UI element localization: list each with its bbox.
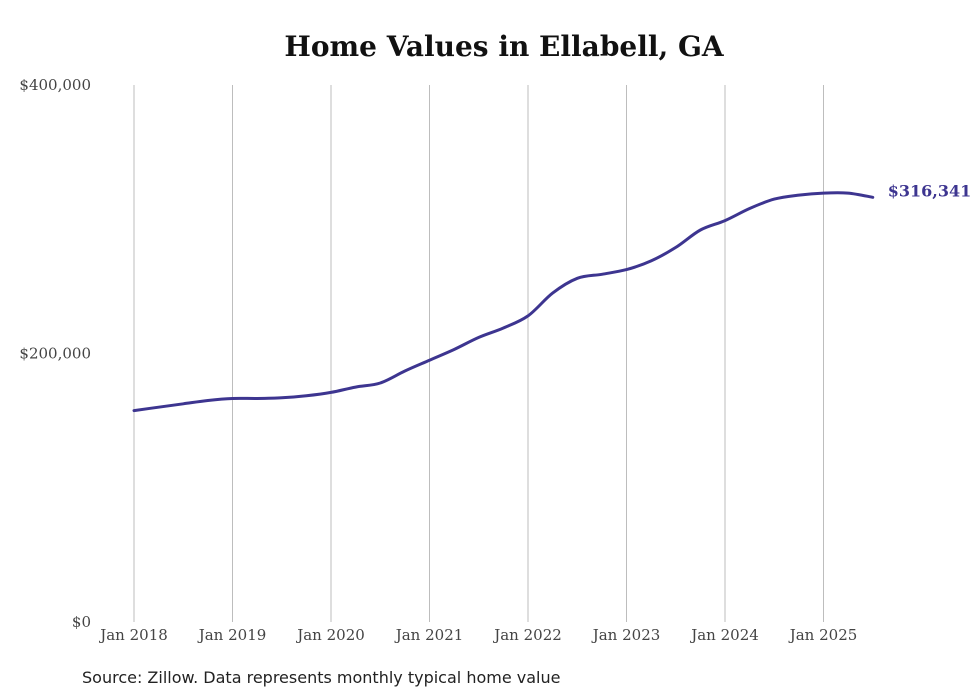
y-tick-label: $200,000 bbox=[19, 345, 91, 363]
x-tick-label: Jan 2018 bbox=[98, 626, 168, 644]
x-tick-label: Jan 2022 bbox=[492, 626, 562, 644]
chart-title: Home Values in Ellabell, GA bbox=[284, 30, 724, 63]
x-tick-label: Jan 2023 bbox=[591, 626, 661, 644]
x-tick-label: Jan 2024 bbox=[689, 626, 759, 644]
x-tick-label: Jan 2019 bbox=[197, 626, 267, 644]
y-tick-label: $0 bbox=[72, 613, 91, 631]
x-tick-label: Jan 2020 bbox=[295, 626, 365, 644]
series-line bbox=[132, 191, 875, 413]
x-tick-label: Jan 2025 bbox=[788, 626, 858, 644]
x-tick-label: Jan 2021 bbox=[394, 626, 464, 644]
source-note: Source: Zillow. Data represents monthly … bbox=[82, 668, 561, 687]
y-tick-label: $400,000 bbox=[19, 76, 91, 94]
end-value-label: $316,341 bbox=[888, 181, 972, 200]
